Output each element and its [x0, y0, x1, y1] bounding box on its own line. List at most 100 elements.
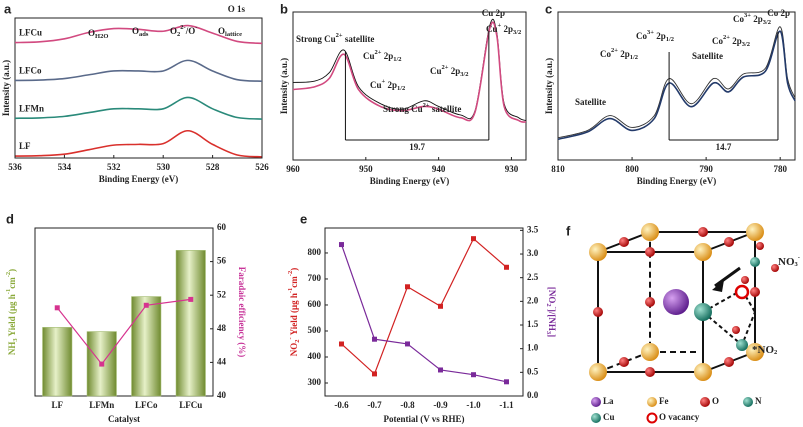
- spectrum-line: [14, 96, 263, 120]
- text-part: 1/2: [666, 36, 674, 43]
- text-part: 2-: [180, 24, 185, 31]
- x-tick-label: -0.6: [334, 400, 349, 410]
- text-part: 2p: [730, 36, 742, 46]
- marker: [188, 296, 194, 302]
- series-line: [56, 298, 191, 366]
- marker: [471, 372, 476, 378]
- text-part: 2+: [611, 47, 618, 54]
- text-part: satellite: [343, 34, 375, 44]
- marker: [339, 242, 344, 248]
- x-tick-label: -0.9: [433, 400, 448, 410]
- text-part: 2p: [381, 51, 393, 61]
- y2-axis-label: [NO2-]/[NH3]: [545, 287, 559, 337]
- x-axis-label: Catalyst: [108, 414, 140, 424]
- text-part: 3: [795, 261, 799, 268]
- peak-label: Co3+ 2p3/2: [733, 12, 771, 26]
- x-tick-label: 532: [107, 162, 121, 172]
- splitting-label: 14.7: [716, 142, 732, 152]
- text-part: *NO: [752, 344, 774, 356]
- y2-tick-label: 0.0: [527, 390, 539, 400]
- text-part: -: [798, 254, 800, 261]
- marker: [438, 367, 443, 373]
- text-part: 3/2: [763, 19, 771, 26]
- y2-tick-label: 60: [217, 222, 227, 232]
- text-part: 2p: [654, 31, 666, 41]
- text-part: Cu: [430, 66, 442, 76]
- text-part: Cu: [486, 24, 498, 34]
- series-line: [341, 237, 507, 375]
- x-tick-label: 526: [255, 162, 269, 172]
- text-part: [NO: [547, 287, 557, 304]
- bar: [175, 250, 206, 397]
- text-part: Yield (μg h: [289, 293, 299, 337]
- spectrum-title: O 1s: [228, 4, 246, 14]
- spectrum-line: [14, 24, 263, 45]
- marker: [54, 305, 60, 311]
- text-part: -2: [287, 271, 294, 276]
- text-part: 2: [177, 31, 180, 38]
- text-part: 2p: [448, 66, 460, 76]
- y-tick-label: 800: [308, 247, 322, 257]
- panel-letter: d: [6, 211, 14, 226]
- x-tick-label: 960: [286, 164, 300, 174]
- bar: [42, 327, 73, 397]
- y-axis-label: Intensity (a.u.): [279, 58, 289, 114]
- peak-label: Satellite: [692, 51, 723, 61]
- text-part: O: [88, 28, 95, 38]
- x-tick-label: LFCu: [179, 400, 202, 410]
- text-part: ]: [547, 334, 557, 337]
- text-part: Satellite: [692, 51, 723, 61]
- x-tick-label: 780: [773, 164, 787, 174]
- legend-label: O: [712, 396, 719, 406]
- spectrum-line: [14, 59, 263, 82]
- plot-frame: [14, 17, 263, 159]
- text-part: -: [195, 24, 197, 31]
- peak-label: Olattice: [218, 26, 242, 38]
- y2-tick-label: 44: [217, 356, 227, 366]
- text-part: 2p: [618, 49, 630, 59]
- text-part: cm: [7, 277, 17, 289]
- spectrum-title: Co 2p: [767, 8, 790, 18]
- y2-tick-label: 1.0: [527, 343, 539, 353]
- y-tick-label: 700: [308, 273, 322, 283]
- text-part: Strong Cu: [296, 34, 336, 44]
- y2-tick-label: 2.5: [527, 272, 539, 282]
- text-part: 2: [545, 303, 552, 306]
- panel-letter: a: [4, 1, 12, 16]
- spectrum-line: [557, 30, 796, 141]
- x-tick-label: LFMn: [89, 400, 114, 410]
- peak-label: Co2+ 2p3/2: [712, 34, 750, 48]
- series-label: LFCo: [19, 65, 42, 75]
- spectrum-line: [292, 21, 527, 123]
- series-label: LFCu: [19, 28, 42, 38]
- text-part: 1/2: [397, 85, 405, 92]
- plot-frame: [324, 227, 524, 397]
- x-tick-label: 810: [551, 164, 565, 174]
- y-tick-label: 400: [308, 351, 322, 361]
- text-part: -: [552, 307, 559, 309]
- y-axis-label: Intensity (a.u.): [1, 60, 11, 116]
- panel-letter: b: [280, 1, 288, 16]
- legend-label: Cu: [603, 412, 615, 422]
- y-tick-label: 500: [308, 325, 322, 335]
- peak-label: Strong Cu2+ satellite: [296, 32, 374, 44]
- text-part: 2+: [336, 32, 343, 39]
- text-part: NH: [7, 342, 17, 356]
- text-part: -1: [287, 288, 294, 293]
- legend-label: La: [603, 396, 614, 406]
- legend-label: Fe: [659, 396, 669, 406]
- text-part: Cu: [363, 51, 375, 61]
- text-part: Co: [733, 14, 744, 24]
- text-part: O: [218, 26, 225, 36]
- text-part: ): [289, 268, 299, 271]
- text-part: ads: [139, 31, 149, 38]
- peak-label: Cu+ 2p3/2: [486, 22, 521, 36]
- text-part: -: [287, 337, 294, 339]
- text-part: Co: [636, 31, 647, 41]
- peak-label: O22-/O-: [170, 24, 197, 38]
- legend-label: N: [755, 396, 762, 406]
- text-part: Co: [712, 36, 723, 46]
- x-tick-label: 930: [505, 164, 519, 174]
- text-part: NO: [778, 256, 795, 268]
